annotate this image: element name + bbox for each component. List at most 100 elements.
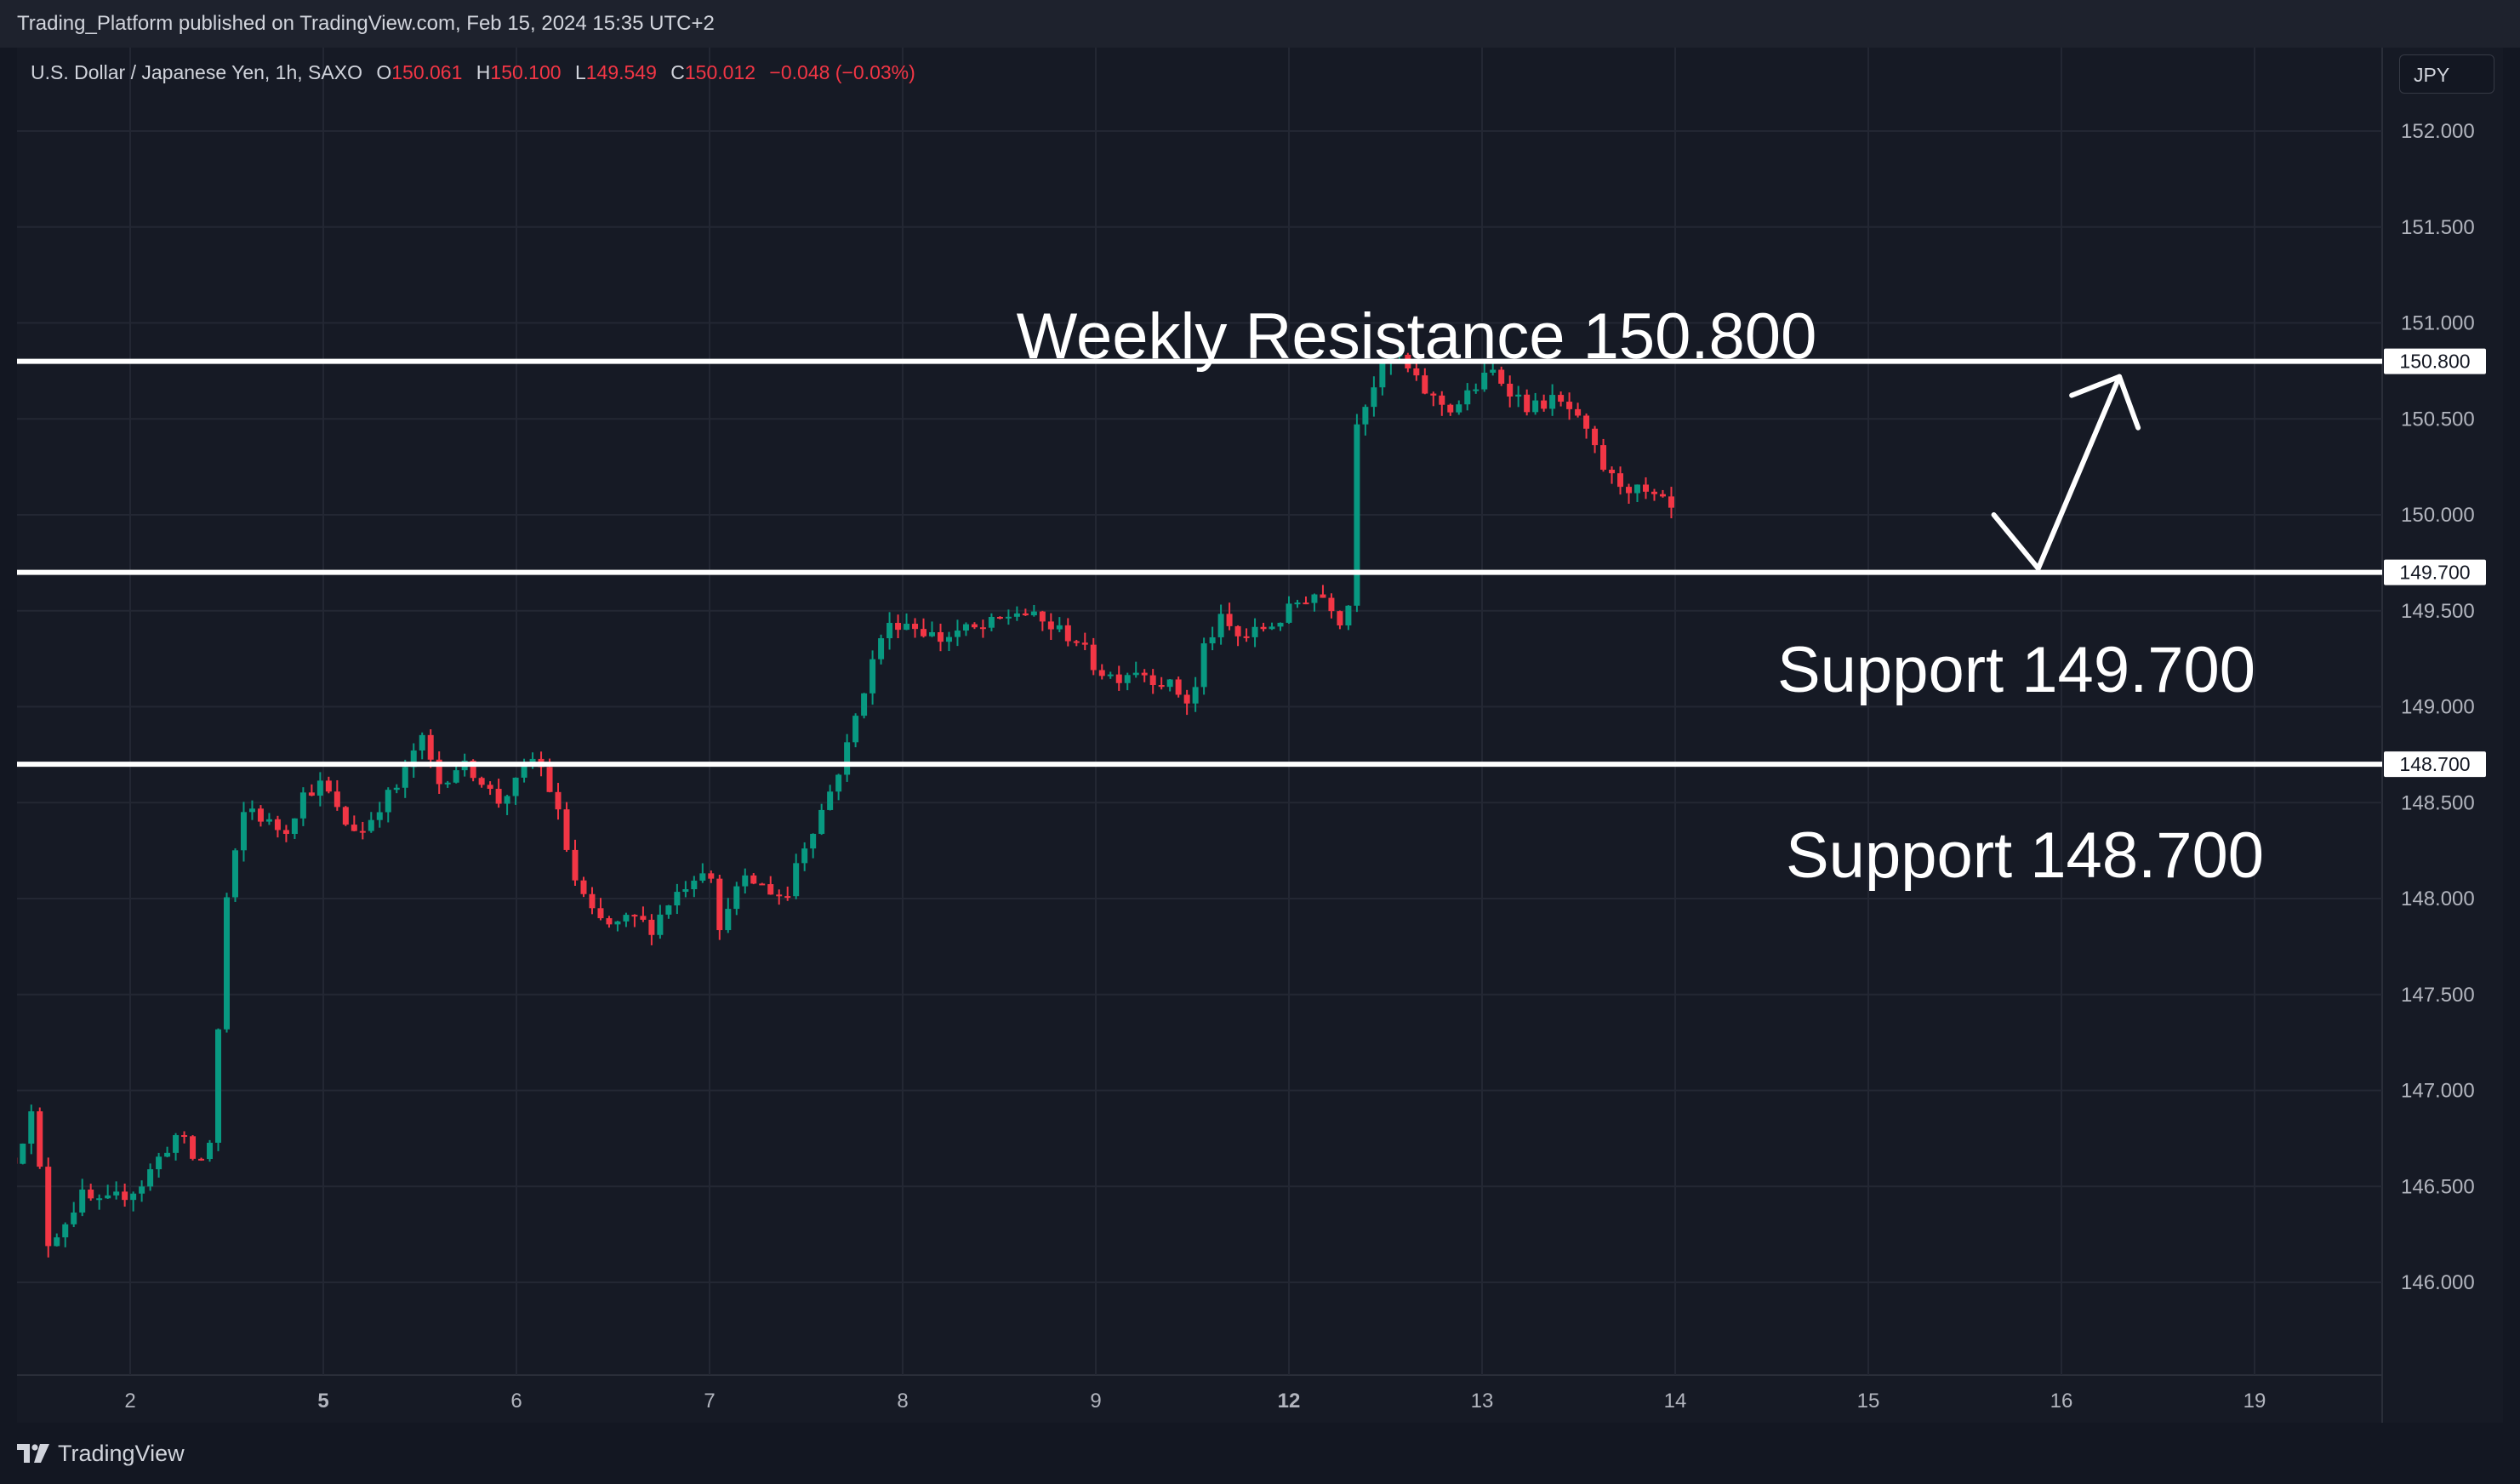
bottom-bar bbox=[0, 1423, 2520, 1484]
candle bbox=[1149, 669, 1156, 694]
candle bbox=[962, 622, 969, 636]
candle bbox=[62, 1222, 69, 1247]
candle-body bbox=[265, 819, 272, 822]
candle bbox=[716, 874, 723, 940]
candle-body bbox=[1490, 369, 1497, 373]
candle-body bbox=[164, 1152, 171, 1157]
candle-body bbox=[716, 878, 723, 931]
candle bbox=[793, 853, 800, 899]
candle-body bbox=[1566, 402, 1573, 409]
y-tick-label: 151.000 bbox=[2401, 312, 2475, 335]
candle bbox=[767, 876, 774, 895]
close-label: C bbox=[670, 61, 685, 83]
candle bbox=[224, 893, 230, 1033]
x-tick-label: 12 bbox=[1278, 1390, 1301, 1413]
candle-body bbox=[929, 631, 936, 636]
candle bbox=[580, 876, 587, 898]
candle-body bbox=[1668, 496, 1674, 508]
candle bbox=[1439, 391, 1445, 416]
candle-body bbox=[810, 833, 817, 849]
y-grid: 146.000 146.500 147.000 147.500 148.000 148.5… bbox=[17, 120, 2475, 1294]
tradingview-brand[interactable]: TradingView bbox=[17, 1438, 185, 1469]
candle bbox=[1098, 664, 1105, 680]
candle-body bbox=[937, 631, 944, 642]
candle-body bbox=[1192, 687, 1199, 704]
low-value: 149.549 bbox=[585, 61, 657, 83]
candle bbox=[750, 873, 757, 885]
candle-body bbox=[767, 884, 774, 895]
candle bbox=[1583, 413, 1590, 439]
candle-body bbox=[657, 914, 664, 935]
candle bbox=[1379, 358, 1386, 396]
candle bbox=[1158, 676, 1165, 690]
projection-arrow bbox=[1991, 374, 2123, 572]
candle-body bbox=[784, 896, 791, 899]
candle bbox=[1277, 622, 1284, 631]
candle bbox=[342, 806, 349, 826]
candle-body bbox=[1039, 611, 1046, 622]
candle-body bbox=[1141, 672, 1148, 676]
candle-body bbox=[869, 659, 876, 693]
candle bbox=[487, 781, 493, 796]
candle-body bbox=[316, 780, 323, 796]
candle-body bbox=[1396, 354, 1403, 357]
candle-body bbox=[1090, 644, 1097, 671]
level-price-tag: 149.700 bbox=[2384, 559, 2486, 585]
chart-area[interactable]: 146.000 146.500 147.000 147.500 148.000 148.5… bbox=[17, 48, 2503, 1423]
candle-body bbox=[1081, 642, 1088, 645]
candle bbox=[495, 779, 502, 808]
candle bbox=[1192, 676, 1199, 712]
candle bbox=[1549, 384, 1556, 416]
candle bbox=[316, 772, 323, 807]
candle bbox=[674, 883, 681, 915]
candle bbox=[904, 613, 910, 631]
symbol-name: U.S. Dollar / Japanese Yen, 1h, SAXO bbox=[31, 61, 362, 83]
candle-body bbox=[45, 1167, 52, 1247]
candle-body bbox=[1422, 375, 1428, 394]
candle bbox=[20, 1143, 26, 1165]
candle bbox=[1311, 593, 1318, 612]
candle-body bbox=[546, 767, 553, 792]
x-tick-label: 16 bbox=[2050, 1390, 2073, 1413]
candle bbox=[1659, 489, 1666, 498]
candle bbox=[1217, 604, 1224, 645]
candle bbox=[1566, 392, 1573, 420]
candle bbox=[207, 1139, 214, 1162]
candle-body bbox=[895, 623, 902, 631]
candle bbox=[1507, 375, 1514, 408]
x-tick-label: 7 bbox=[704, 1390, 715, 1413]
candle-body bbox=[207, 1142, 214, 1160]
candle-body bbox=[1642, 484, 1649, 492]
candle bbox=[1524, 389, 1531, 416]
candle-body bbox=[37, 1111, 43, 1167]
candle bbox=[1362, 404, 1369, 436]
candle-body bbox=[580, 880, 587, 894]
y-tick-label: 150.500 bbox=[2401, 408, 2475, 431]
candle-body bbox=[139, 1186, 145, 1194]
candle bbox=[1132, 661, 1139, 678]
level-price-label: 149.700 bbox=[2399, 562, 2470, 584]
candle bbox=[37, 1107, 43, 1169]
open-value: 150.061 bbox=[391, 61, 463, 83]
candle bbox=[682, 881, 689, 898]
candle bbox=[1303, 596, 1309, 605]
candle bbox=[1626, 483, 1633, 504]
level-price-tag: 148.700 bbox=[2384, 751, 2486, 778]
price-chart[interactable]: 146.000 146.500 147.000 147.500 148.000 148.5… bbox=[17, 48, 2503, 1423]
candle-body bbox=[1413, 368, 1420, 376]
level-annotation: Support 148.700 bbox=[1786, 819, 2264, 892]
candle bbox=[1047, 613, 1054, 641]
change-value: −0.048 (−0.03%) bbox=[769, 61, 915, 83]
candle bbox=[818, 803, 825, 836]
currency-button[interactable]: JPY bbox=[2399, 54, 2494, 94]
x-tick-label: 15 bbox=[1857, 1390, 1880, 1413]
candle bbox=[784, 886, 791, 901]
candle-body bbox=[1294, 602, 1301, 605]
candle-body bbox=[1183, 694, 1190, 704]
candle-body bbox=[368, 819, 374, 831]
candle-body bbox=[589, 893, 596, 909]
candle bbox=[122, 1183, 128, 1207]
candle-body bbox=[1354, 424, 1360, 606]
candle-body bbox=[282, 830, 289, 835]
candle-body bbox=[274, 819, 281, 830]
